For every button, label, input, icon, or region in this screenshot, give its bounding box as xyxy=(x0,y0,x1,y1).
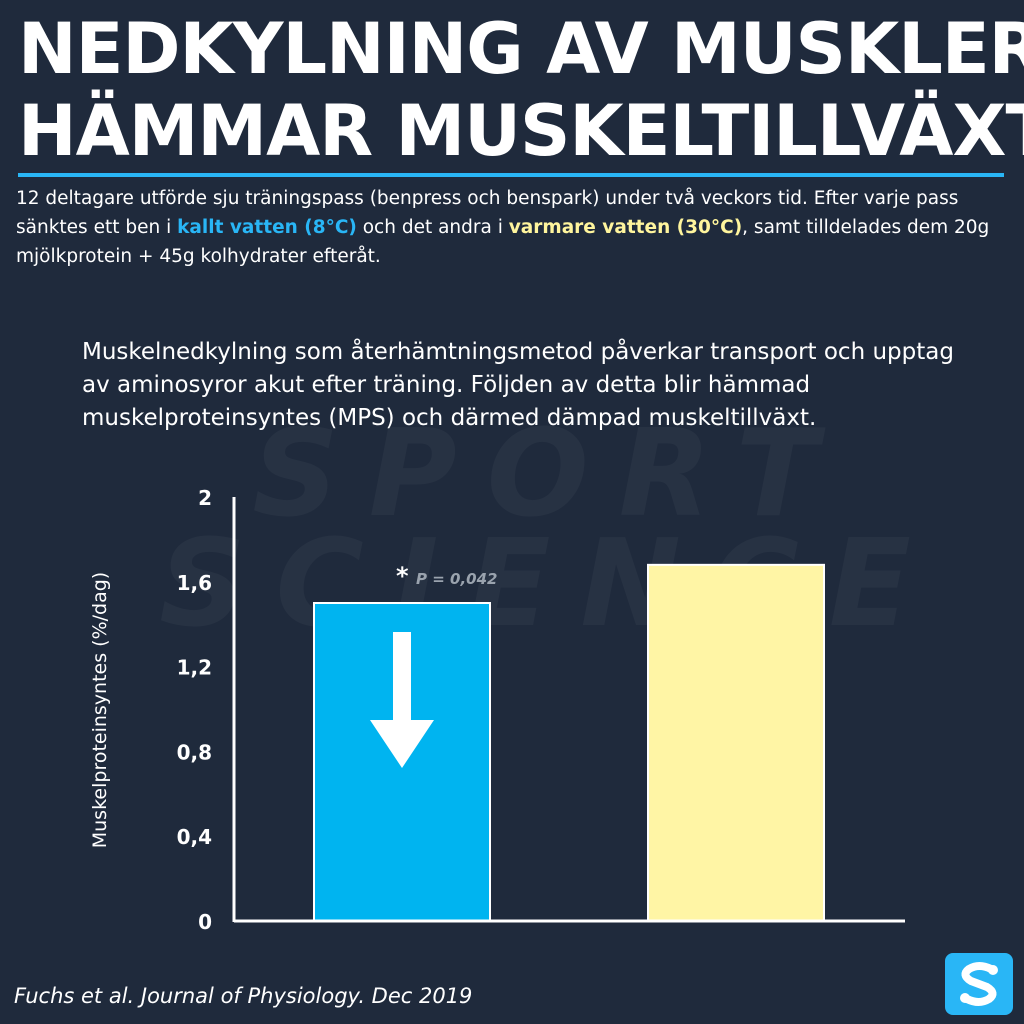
y-tick-label: 1,2 xyxy=(177,656,212,680)
warm-water-highlight: varmare vatten (30°C) xyxy=(508,217,743,238)
citation: Fuchs et al. Journal of Physiology. Dec … xyxy=(14,984,473,1008)
title-line-1: NEDKYLNING AV MUSKLER xyxy=(18,8,1024,90)
y-tick-label: 2 xyxy=(198,486,212,510)
page-title: NEDKYLNING AV MUSKLER HÄMMAR MUSKELTILLV… xyxy=(18,8,1024,172)
intro-part-3: , samt tilldelades dem 20g mjölkprotein … xyxy=(16,217,990,267)
p-value-label: P = 0,042 xyxy=(416,570,497,588)
title-line-2: HÄMMAR MUSKELTILLVÄXT xyxy=(18,90,1024,172)
cold-water-highlight: kallt vatten (8°C) xyxy=(177,217,357,238)
title-underline xyxy=(18,173,1004,177)
brand-logo xyxy=(945,953,1013,1015)
bar-warm-water xyxy=(647,563,825,923)
significance-star: * xyxy=(396,562,409,590)
intro-part-1: 12 deltagare utförde sju träningspass (b… xyxy=(16,188,959,238)
y-tick-label: 0,8 xyxy=(177,740,212,764)
summary-text: Muskelnedkylning som återhämtningsmetod … xyxy=(82,339,954,431)
y-tick-label: 1,6 xyxy=(177,571,212,595)
intro-text: 12 deltagare utförde sju träningspass (b… xyxy=(16,184,1006,271)
y-tick-label: 0 xyxy=(198,910,212,934)
intro-part-2: och det andra i xyxy=(356,217,509,238)
brand-logo-icon xyxy=(960,962,998,1006)
y-tick-label: 0,4 xyxy=(177,825,212,849)
decrease-arrow-icon xyxy=(370,632,434,768)
